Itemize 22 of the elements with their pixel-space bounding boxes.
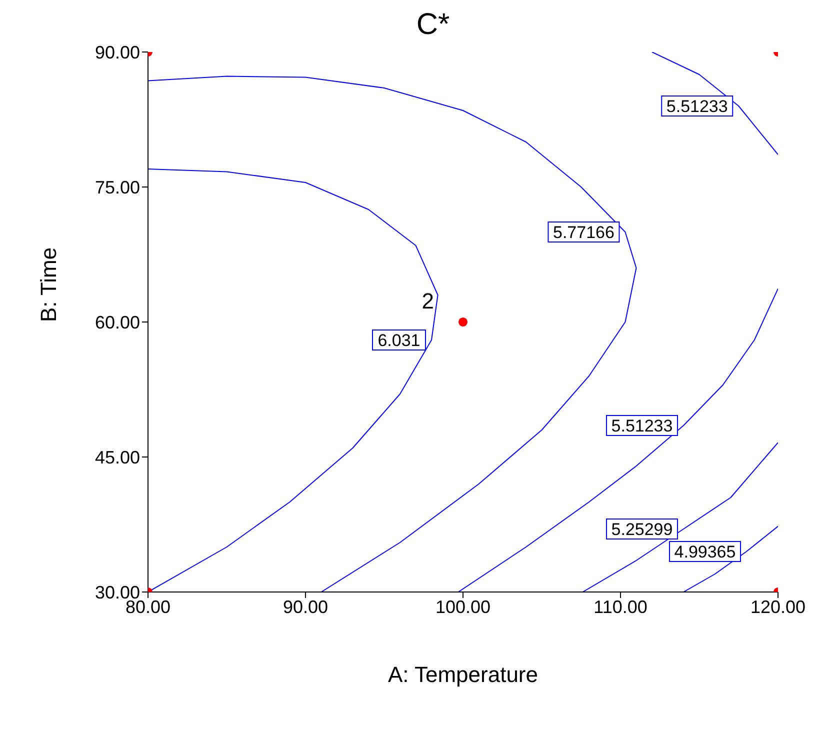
annotation: 2 [422, 288, 434, 314]
x-tick-label: 110.00 [594, 596, 648, 617]
y-tick-label: 90.00 [94, 42, 140, 62]
y-tick-label: 60.00 [94, 312, 140, 332]
series-label: 5.51233 [611, 416, 673, 436]
x-tick-label: 100.00 [435, 596, 491, 617]
y-tick-label: 45.00 [94, 447, 140, 468]
y-axis-title: B: Time [36, 247, 61, 322]
chart-title: C* [415, 8, 451, 42]
series-label: 5.51233 [666, 97, 728, 116]
line-series [652, 52, 778, 156]
x-tick-label: 120.00 [750, 596, 806, 617]
series-label: 4.99365 [674, 542, 736, 562]
line-series [458, 288, 778, 592]
line-series [148, 168, 438, 592]
x-tick-label: 90.00 [282, 596, 328, 617]
x-axis-title: A: Temperature [388, 662, 538, 687]
y-tick-label: 75.00 [94, 177, 140, 198]
series-label: 5.77166 [553, 223, 614, 242]
series-label: 6.031 [378, 331, 420, 350]
line-series [582, 442, 778, 592]
series-label: 5.25299 [611, 520, 673, 539]
